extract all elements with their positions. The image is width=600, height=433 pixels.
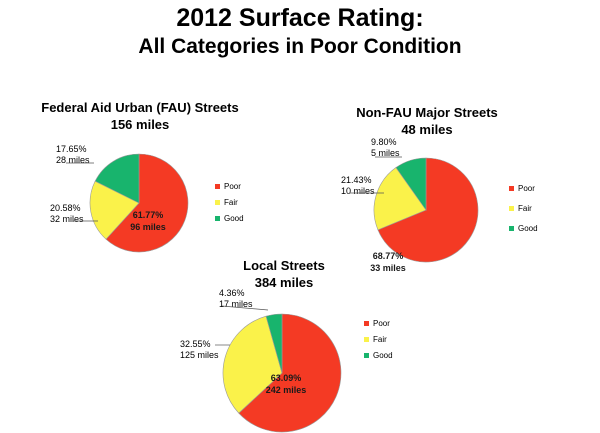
chart-1-label-fair-percent: 20.58%	[50, 203, 81, 213]
chart-3-legend-label-poor: Poor	[373, 319, 390, 328]
chart-3-legend-swatch-good	[364, 353, 369, 358]
chart-3-title-line-2: 384 miles	[255, 275, 314, 290]
page-title: 2012 Surface Rating:	[176, 4, 424, 32]
chart-3-legend-swatch-fair	[364, 337, 369, 342]
chart-2-slice-good	[395, 157, 427, 211]
chart-3-label-poor-miles: 242 miles	[266, 385, 307, 395]
chart-1-legend-label-fair: Fair	[224, 198, 238, 207]
chart-1-title-line-2: 156 miles	[111, 117, 170, 132]
chart-1-slice-good	[94, 153, 140, 204]
chart-3-legend-label-good: Good	[373, 351, 393, 360]
chart-3-label-good-miles: 17 miles	[219, 299, 253, 309]
chart-2-label-poor-miles: 33 miles	[370, 263, 406, 273]
chart-2-legend-swatch-fair	[509, 206, 514, 211]
chart-2-legend-swatch-poor	[509, 186, 514, 191]
chart-1-legend-label-good: Good	[224, 214, 244, 223]
chart-2-label-fair-percent: 21.43%	[341, 175, 372, 185]
chart-2-label-poor-percent: 68.77%	[373, 251, 404, 261]
chart-2-legend-swatch-good	[509, 226, 514, 231]
chart-2-slice-poor	[377, 157, 479, 263]
chart-3-title-line-1: Local Streets	[243, 258, 325, 273]
chart-1-legend-swatch-poor	[215, 184, 220, 189]
chart-3-slice-good	[265, 313, 283, 374]
chart-2-slice-fair	[373, 167, 427, 231]
chart-3-leader-good	[221, 305, 269, 311]
chart-3-legend-swatch-poor	[364, 321, 369, 326]
chart-2-legend-label-poor: Poor	[518, 184, 535, 193]
page-subtitle: All Categories in Poor Condition	[138, 35, 462, 58]
chart-3-slice-fair	[222, 315, 283, 414]
chart-2-title-line-2: 48 miles	[401, 122, 452, 137]
chart-1-label-fair-miles: 32 miles	[50, 214, 84, 224]
chart-3-label-poor-percent: 63.09%	[271, 373, 302, 383]
chart-1-label-good-percent: 17.65%	[56, 144, 87, 154]
chart-1-label-poor-percent: 61.77%	[133, 210, 164, 220]
chart-2-label-good-percent: 9.80%	[371, 137, 397, 147]
chart-1-title-line-1: Federal Aid Urban (FAU) Streets	[41, 100, 238, 115]
chart-1-label-good-miles: 28 miles	[56, 155, 90, 165]
chart-3-label-good-percent: 4.36%	[219, 288, 245, 298]
chart-3-legend-label-fair: Fair	[373, 335, 387, 344]
chart-1-label-poor-miles: 96 miles	[130, 222, 166, 232]
chart-1-legend-swatch-good	[215, 216, 220, 221]
chart-1-slice-fair	[89, 180, 140, 240]
chart-2-legend-label-good: Good	[518, 224, 538, 233]
chart-1-slice-poor	[105, 153, 189, 253]
chart-3-label-fair-miles: 125 miles	[180, 350, 219, 360]
chart-3-label-fair-percent: 32.55%	[180, 339, 211, 349]
chart-2-title-line-1: Non-FAU Major Streets	[356, 105, 498, 120]
chart-2-legend-label-fair: Fair	[518, 204, 532, 213]
chart-1-legend-label-poor: Poor	[224, 182, 241, 191]
chart-2-label-good-miles: 5 miles	[371, 148, 400, 158]
chart-2-label-fair-miles: 10 miles	[341, 186, 375, 196]
chart-3-slice-poor	[238, 313, 342, 433]
chart-1-legend-swatch-fair	[215, 200, 220, 205]
